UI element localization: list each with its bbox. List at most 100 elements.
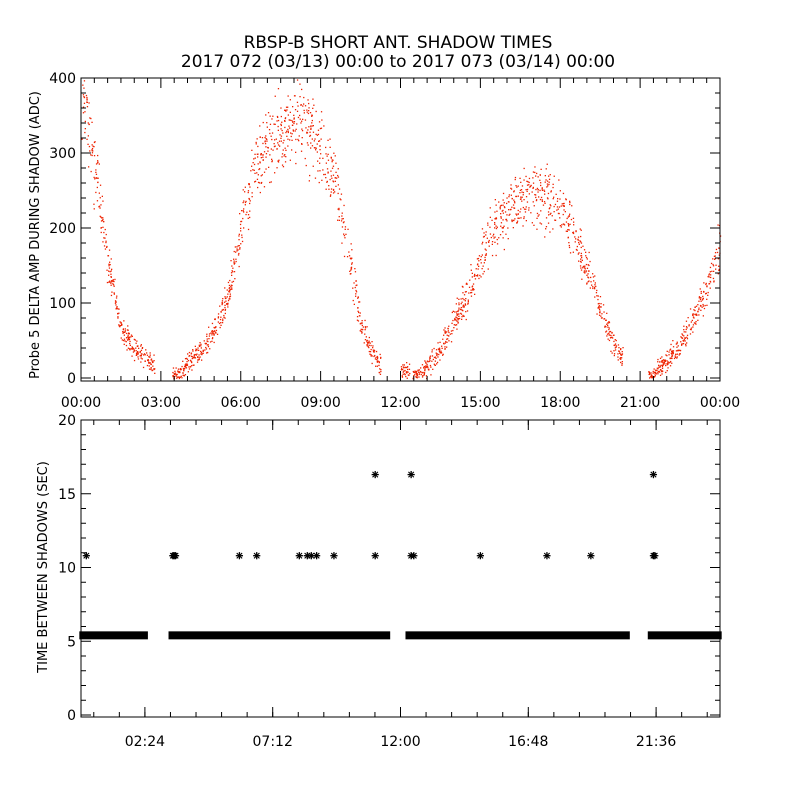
- amplitude-point: [371, 362, 373, 365]
- amplitude-point: [112, 279, 114, 281]
- amplitude-point: [106, 245, 108, 248]
- amplitude-point: [587, 277, 590, 279]
- amplitude-point: [281, 164, 284, 166]
- amplitude-point: [229, 298, 231, 300]
- amplitude-point: [607, 326, 609, 328]
- amplitude-point: [287, 145, 289, 147]
- amplitude-point: [142, 366, 145, 369]
- amplitude-point: [259, 168, 261, 170]
- amplitude-point: [229, 288, 231, 290]
- amplitude-point: [709, 287, 711, 289]
- amplitude-point: [298, 135, 300, 137]
- amplitude-point: [547, 211, 550, 213]
- amplitude-point: [224, 309, 226, 311]
- amplitude-point: [95, 191, 97, 194]
- amplitude-point: [685, 343, 687, 345]
- amplitude-point: [583, 271, 585, 273]
- amplitude-point: [375, 365, 377, 367]
- amplitude-point: [418, 369, 420, 371]
- amplitude-point: [667, 362, 669, 364]
- amplitude-point: [718, 269, 720, 272]
- amplitude-point: [488, 239, 490, 242]
- amplitude-point: [358, 301, 360, 303]
- amplitude-point: [486, 237, 488, 239]
- amplitude-point: [667, 367, 669, 369]
- amplitude-point: [402, 371, 404, 373]
- amplitude-point: [82, 94, 85, 96]
- amplitude-point: [692, 326, 694, 328]
- amplitude-point: [111, 280, 113, 282]
- amplitude-point: [277, 142, 279, 144]
- amplitude-point: [372, 345, 374, 347]
- amplitude-point: [235, 251, 237, 253]
- amplitude-point: [707, 291, 709, 294]
- amplitude-point: [587, 270, 590, 272]
- amplitude-point: [574, 236, 576, 238]
- amplitude-point: [175, 375, 177, 377]
- amplitude-point: [283, 155, 285, 157]
- amplitude-point: [686, 338, 689, 340]
- amplitude-point: [522, 194, 524, 196]
- amplitude-point: [714, 255, 716, 257]
- amplitude-point: [597, 295, 599, 297]
- amplitude-point: [595, 292, 598, 294]
- amplitude-point: [100, 204, 102, 206]
- amplitude-point: [380, 357, 382, 359]
- amplitude-point: [84, 128, 86, 130]
- amplitude-point: [193, 354, 195, 356]
- amplitude-point: [669, 361, 671, 364]
- amplitude-point: [553, 175, 555, 177]
- amplitude-point: [489, 207, 491, 209]
- amplitude-point: [502, 227, 504, 229]
- amplitude-point: [355, 289, 357, 292]
- amplitude-point: [576, 245, 578, 248]
- amplitude-point: [499, 208, 501, 210]
- amplitude-point: [329, 178, 331, 181]
- amplitude-point: [523, 216, 525, 218]
- amplitude-point: [150, 358, 153, 360]
- amplitude-point: [517, 217, 519, 219]
- amplitude-point: [491, 219, 493, 221]
- amplitude-point: [667, 361, 669, 363]
- amplitude-point: [494, 236, 496, 238]
- amplitude-point: [232, 280, 235, 283]
- interval-x-tick-label: 02:24: [125, 734, 165, 750]
- amplitude-point: [508, 214, 510, 216]
- amplitude-point: [543, 190, 546, 192]
- amplitude-point: [305, 164, 307, 167]
- amplitude-point: [379, 373, 382, 375]
- amplitude-point: [301, 137, 303, 139]
- amplitude-point: [89, 117, 91, 119]
- amplitude-point: [326, 181, 328, 183]
- amplitude-point: [700, 309, 702, 311]
- amplitude-point: [317, 129, 320, 131]
- amplitude-point: [231, 270, 233, 272]
- interval-outlier-point: [543, 552, 551, 560]
- amplitude-point: [273, 143, 275, 145]
- amplitude-point: [145, 349, 147, 351]
- amplitude-point: [296, 123, 298, 125]
- amplitude-point: [617, 359, 619, 361]
- amplitude-point: [711, 270, 713, 272]
- amplitude-point: [224, 296, 226, 298]
- amplitude-point: [664, 360, 666, 362]
- amplitude-point: [323, 125, 325, 127]
- amplitude-point: [548, 183, 550, 186]
- amplitude-point: [297, 116, 300, 119]
- amplitude-point: [423, 372, 426, 374]
- amplitude-point: [224, 287, 226, 289]
- amplitude-point: [140, 345, 142, 347]
- amplitude-point: [200, 345, 202, 347]
- amplitude-point: [459, 308, 461, 310]
- amplitude-point: [325, 146, 327, 149]
- amplitude-point: [566, 230, 568, 232]
- amplitude-point: [292, 130, 295, 132]
- amplitude-point: [242, 201, 244, 204]
- amplitude-point: [543, 189, 545, 191]
- amplitude-point: [330, 156, 332, 158]
- amplitude-point: [588, 280, 590, 282]
- amplitude-point: [350, 273, 352, 275]
- amplitude-point: [331, 177, 333, 179]
